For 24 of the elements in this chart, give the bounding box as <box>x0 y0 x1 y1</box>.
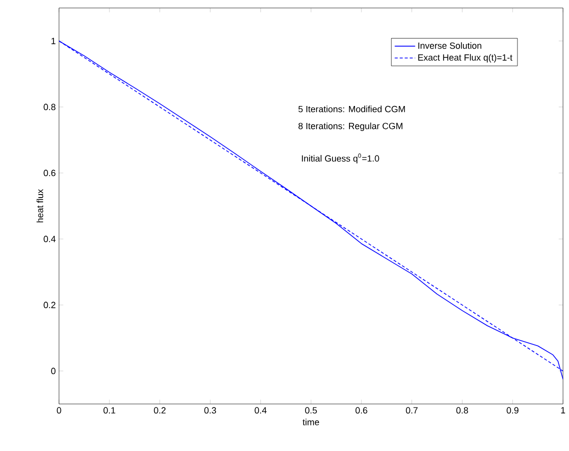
x-tick-label: 0.3 <box>204 407 216 414</box>
legend-label: Exact Heat Flux q(t)=1-t <box>418 54 512 62</box>
x-tick-label: 0.6 <box>356 407 368 414</box>
y-tick-label: 0 <box>51 368 56 374</box>
annotation: Initial Guess q$^{0}$=1.0 <box>302 154 380 164</box>
y-tick-label: 0.4 <box>44 236 56 242</box>
y-tick-label: 1 <box>52 38 56 44</box>
x-tick-label: 0.7 <box>406 407 418 414</box>
annotation: 5 Iterations: Modified CGM <box>298 106 405 112</box>
x-tick-label: 0.1 <box>104 407 116 414</box>
x-tick-label: 0.2 <box>154 407 166 414</box>
x-tick-label: 0.8 <box>456 407 468 414</box>
annotation: 8 Iterations: Regular CGM <box>298 122 402 131</box>
x-axis-title: time <box>302 418 320 426</box>
y-tick-label: 0.2 <box>44 302 56 308</box>
x-tick-label: 0 <box>56 407 62 414</box>
y-tick-label: 0.8 <box>44 104 56 110</box>
y-tick-label: 0.6 <box>44 170 56 176</box>
legend-label: Inverse Solution <box>418 42 482 49</box>
x-tick-label: 0.5 <box>305 407 317 414</box>
x-tick-label: 0.9 <box>506 407 518 414</box>
x-tick-label: 0.4 <box>254 407 267 414</box>
y-axis-title: heat flux <box>36 189 44 222</box>
x-tick-label: 1 <box>561 407 566 414</box>
